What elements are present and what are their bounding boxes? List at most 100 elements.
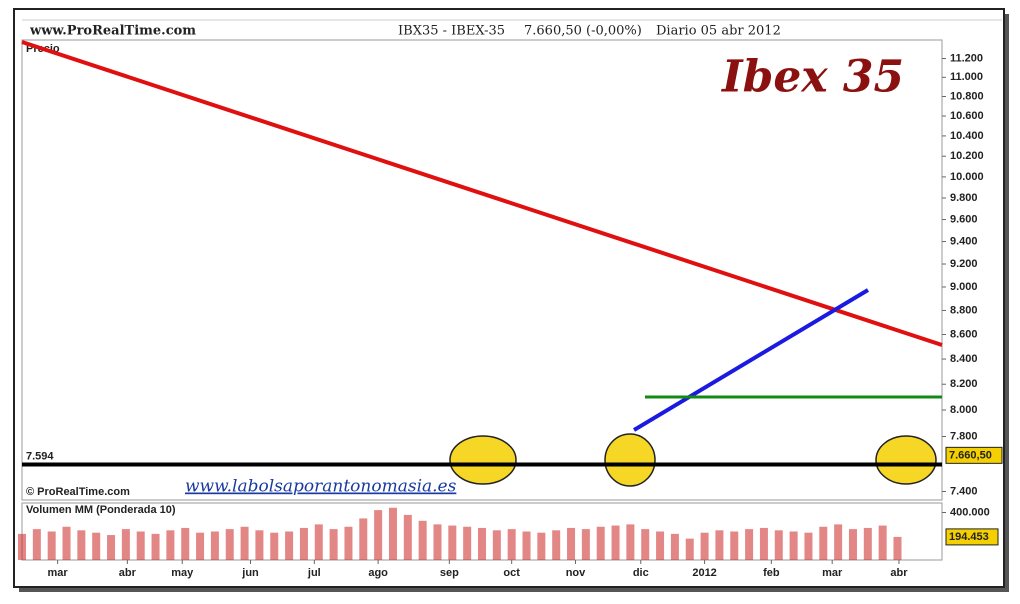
volume-bar [255, 530, 264, 560]
y-tick-label: 7.400 [950, 485, 978, 497]
y-tick-label: 9.400 [950, 235, 978, 247]
y-tick-label: 8.000 [950, 404, 978, 416]
last-volume-label: 194.453 [949, 531, 989, 543]
volume-bar [181, 527, 190, 560]
y-tick-label: 10.800 [950, 90, 984, 102]
volume-bar [478, 527, 486, 560]
volume-bar [196, 532, 205, 560]
volume-bar [463, 526, 472, 560]
volume-bar [507, 529, 516, 560]
volume-bar [641, 529, 650, 560]
volume-bar [834, 524, 843, 560]
copyright: © ProRealTime.com [26, 486, 130, 498]
volume-bar [329, 529, 338, 560]
volume-bar [403, 514, 412, 560]
volume-bar [700, 532, 709, 560]
last-price-box [945, 446, 1003, 464]
x-tick-label: abr [119, 567, 137, 579]
highlight [449, 435, 517, 485]
volume-bar [448, 525, 457, 560]
resistance-line [21, 40, 943, 347]
last-price-label: 7.660,50 [949, 449, 992, 461]
volume-bar [611, 525, 620, 560]
volume-bar [670, 533, 679, 560]
volume-bar [344, 526, 353, 560]
y-tick-label: 8.400 [950, 353, 978, 365]
volume-bar [581, 529, 590, 560]
volume-bar [151, 533, 160, 560]
x-tick-label: oct [503, 567, 520, 579]
volume-bar [270, 532, 279, 560]
volume-bar [878, 525, 887, 560]
instrument: IBX35 - IBEX-35 [398, 24, 505, 39]
volume-bar [210, 531, 219, 560]
y-tick-label: 10.200 [950, 150, 984, 162]
support-label: 7.594 [26, 450, 54, 462]
volume-bar [492, 530, 501, 560]
volume-bar [774, 530, 783, 560]
volume-bar [804, 532, 813, 560]
volume-bar [388, 507, 397, 560]
x-tick-label: jul [307, 567, 321, 579]
period: Diario 05 abr 2012 [656, 24, 781, 39]
site: www.ProRealTime.com [29, 24, 196, 39]
volume-bar [715, 530, 724, 560]
y-tick-label: 10.600 [950, 110, 984, 122]
volume-bar [656, 531, 665, 560]
x-tick-label: may [171, 567, 194, 579]
volume-bar [374, 510, 383, 560]
volume-bar [136, 531, 145, 560]
volume-bar [685, 538, 694, 560]
highlight [604, 433, 656, 487]
volume-bar [225, 529, 234, 560]
volume-bar [848, 529, 857, 560]
last-volume-box [945, 528, 999, 546]
volume-bar [121, 529, 130, 560]
x-tick-label: jun [241, 567, 259, 579]
x-tick-label: nov [566, 567, 586, 579]
y-tick-label: 10.400 [950, 130, 984, 142]
volume-bar [77, 530, 86, 560]
volume-bar [418, 520, 427, 560]
y-tick-label: 10.000 [950, 171, 984, 183]
volume-bar [18, 533, 26, 560]
volume-bar [107, 535, 116, 560]
volume-bar [567, 527, 576, 560]
volume-bar [32, 529, 41, 560]
volume-bar [314, 524, 323, 560]
y-tick-label: 8.600 [950, 328, 978, 340]
y-tick-label: 11.000 [950, 71, 983, 83]
x-tick-label: 2012 [692, 567, 716, 579]
volume-bar [62, 526, 71, 560]
quote: 7.660,50 (-0,00%) [524, 24, 642, 39]
volume-bar [299, 527, 308, 560]
y-tick-label: 9.800 [950, 192, 978, 204]
y-tick-label: 9.200 [950, 258, 978, 270]
price-panel [21, 39, 943, 501]
volume-bar [730, 531, 739, 560]
volume-bar [359, 518, 368, 560]
volume-bar [433, 524, 442, 560]
volume-bar [819, 526, 828, 560]
volume-bar [745, 529, 754, 560]
y-tick-label: 11.200 [950, 52, 983, 64]
y-tick-label: 9.000 [950, 281, 978, 293]
x-tick-label: abr [890, 567, 908, 579]
trend-line [632, 288, 870, 432]
volume-bar [47, 531, 56, 560]
y-tick-label: 8.800 [950, 304, 978, 316]
y-tick-label: 7.800 [950, 430, 978, 442]
highlight [875, 435, 937, 485]
volume-bar [626, 524, 635, 560]
x-tick-label: dic [633, 567, 649, 579]
volume-title: Volumen MM (Ponderada 10) [26, 504, 176, 516]
volume-bar [863, 527, 872, 560]
volume-bar [92, 532, 101, 560]
volume-bar [240, 526, 249, 560]
volume-bar [522, 531, 531, 560]
x-tick-label: mar [822, 567, 843, 579]
volume-bar [759, 527, 768, 560]
x-tick-label: ago [368, 567, 388, 579]
brand: Ibex 35 [720, 52, 904, 103]
x-tick-label: feb [763, 567, 780, 579]
